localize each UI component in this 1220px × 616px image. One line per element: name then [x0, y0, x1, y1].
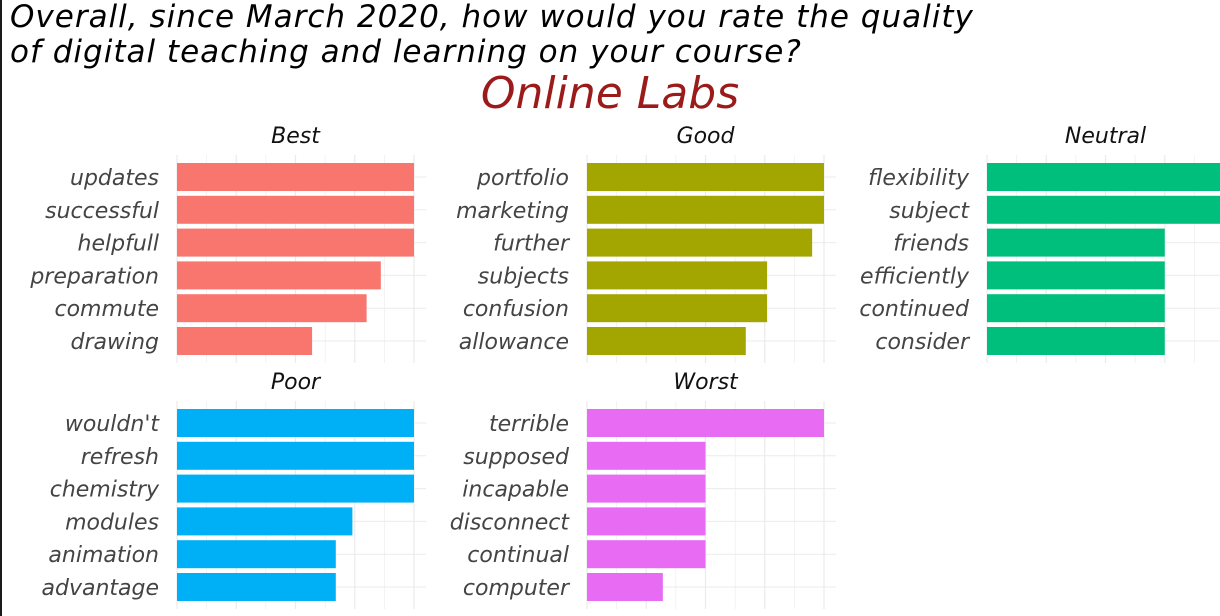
bar-friends	[987, 228, 1165, 257]
facet-label-neutral: Neutral	[1065, 124, 1146, 149]
tick-label: efficiently	[860, 264, 970, 289]
frame-left-border	[0, 0, 2, 616]
bar-subjects	[587, 261, 768, 290]
tick-label: disconnect	[450, 510, 571, 535]
bar-updates	[177, 163, 414, 191]
bar-allowance	[587, 327, 746, 355]
bar-confusion	[587, 294, 768, 323]
bar-portfolio	[587, 163, 824, 191]
bar-wouldnt	[177, 409, 414, 437]
bar-advantage	[177, 573, 336, 601]
tick-label: subject	[889, 199, 970, 224]
bar-refresh	[177, 441, 414, 470]
tick-label: chemistry	[50, 478, 160, 503]
tick-label: modules	[65, 510, 159, 535]
tick-label: further	[493, 232, 571, 257]
tick-label: friends	[893, 232, 969, 257]
tick-label: continued	[859, 297, 970, 322]
tick-label: animation	[48, 543, 159, 568]
tick-label: successful	[45, 199, 159, 224]
tick-label: incapable	[462, 478, 569, 503]
tick-label: confusion	[463, 297, 569, 322]
tick-label: portfolio	[476, 166, 569, 191]
panel-best: Best updates successful helpfull preparation…	[29, 124, 426, 363]
tick-label: flexibility	[868, 166, 970, 191]
bar-animation	[177, 540, 336, 569]
tick-label: drawing	[70, 330, 159, 355]
bar-supposed	[587, 441, 706, 470]
facet-label-best: Best	[271, 124, 321, 149]
tick-label: supposed	[463, 445, 570, 470]
tick-label: preparation	[29, 264, 159, 289]
panel-good: Good portfolio marketing further subjects con…	[456, 124, 836, 363]
tick-label: allowance	[459, 330, 569, 355]
tick-label: terrible	[489, 412, 569, 437]
bar-successful	[177, 195, 414, 224]
tick-label: advantage	[42, 576, 160, 601]
panel-worst: Worst terrible supposed incapable disconnect…	[450, 370, 836, 609]
bar-incapable	[587, 474, 706, 503]
facet-label-worst: Worst	[673, 370, 739, 395]
tick-label: continual	[467, 543, 569, 568]
bar-computer	[587, 573, 663, 601]
tick-label: updates	[70, 166, 159, 191]
bar-flexibility	[987, 163, 1220, 191]
bar-drawing	[177, 327, 313, 355]
tick-label: marketing	[456, 199, 569, 224]
tick-label: helpfull	[78, 232, 159, 257]
chart-subtitle: Online Labs	[480, 68, 740, 119]
facet-label-poor: Poor	[271, 370, 322, 395]
bar-preparation	[177, 261, 381, 290]
tick-label: consider	[875, 330, 971, 355]
bar-helpfull	[177, 228, 414, 257]
tick-label: computer	[463, 576, 571, 601]
tick-label: commute	[54, 297, 159, 322]
panel-poor: Poor wouldn't refresh chemistry modules anima…	[42, 370, 426, 609]
bar-disconnect	[587, 507, 706, 536]
tick-label: refresh	[81, 445, 159, 470]
bar-marketing	[587, 195, 824, 224]
bar-efficiently	[987, 261, 1165, 290]
bar-consider	[987, 327, 1165, 355]
tick-label: subjects	[478, 264, 569, 289]
bar-commute	[177, 294, 367, 323]
chart-title: Overall, since March 2020, how would you…	[10, 0, 974, 70]
bar-continued	[987, 294, 1165, 323]
panel-neutral: Neutral flexibility subject friends efficien…	[859, 124, 1220, 363]
bar-terrible	[587, 409, 824, 437]
bar-chemistry	[177, 474, 414, 503]
tick-label: wouldn't	[65, 412, 160, 437]
bar-subject	[987, 195, 1220, 224]
bar-further	[587, 228, 813, 257]
bar-continual	[587, 540, 706, 569]
bar-modules	[177, 507, 353, 536]
facet-label-good: Good	[677, 124, 736, 149]
